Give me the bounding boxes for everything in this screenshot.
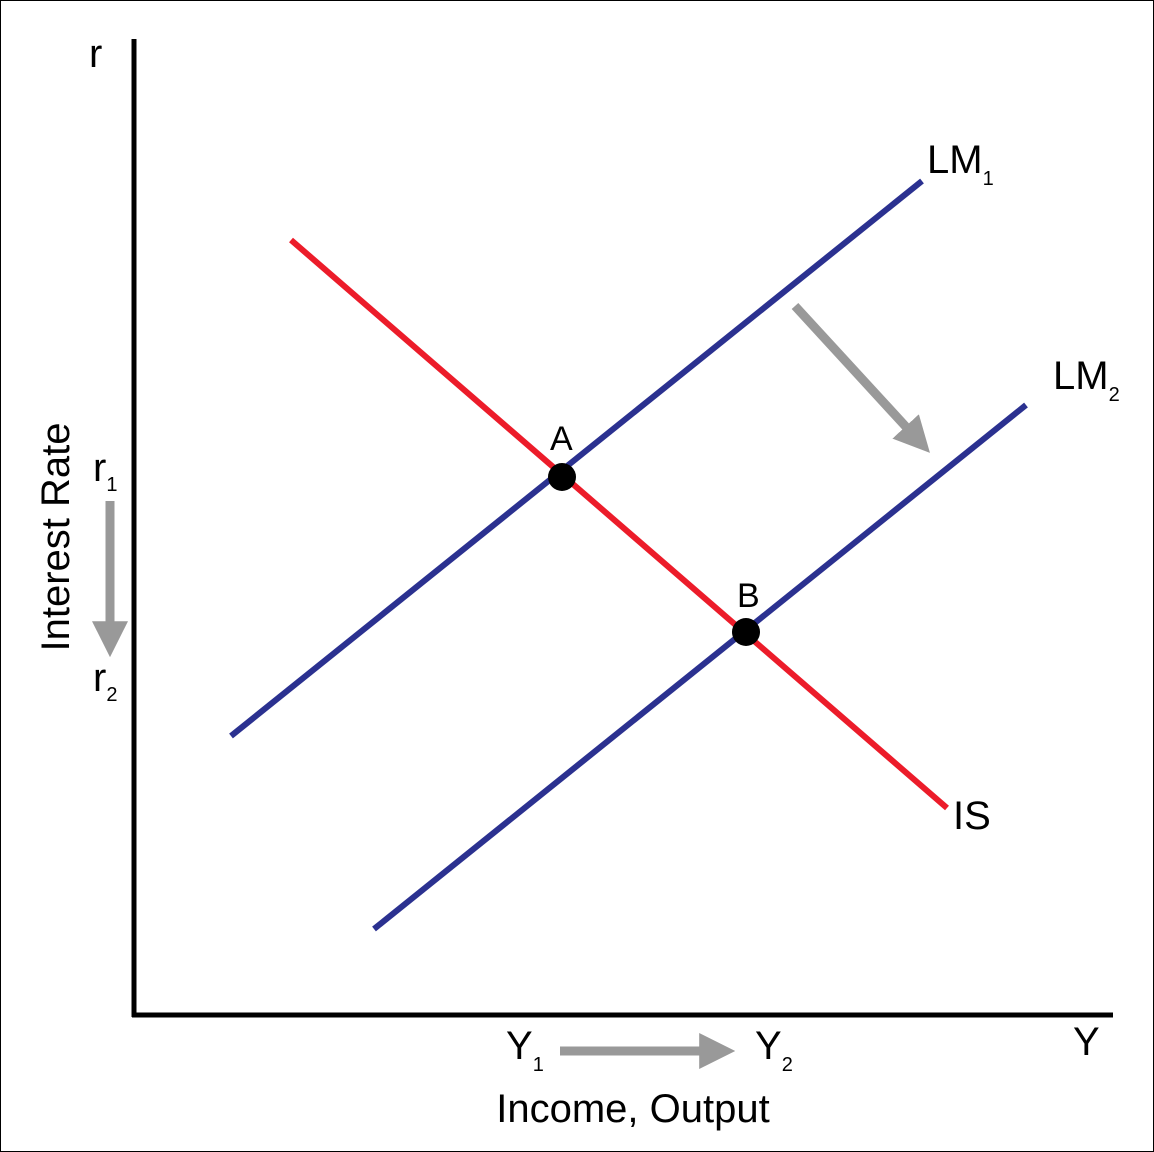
lm1-curve bbox=[229, 178, 924, 739]
y1-label: Y1 bbox=[506, 1024, 544, 1076]
lm2-label: LM2 bbox=[1053, 354, 1120, 406]
y-axis-title: Interest Rate bbox=[34, 422, 78, 651]
y-axis-symbol: r bbox=[89, 32, 102, 76]
y2-label: Y2 bbox=[755, 1024, 793, 1076]
point-a-label: A bbox=[550, 420, 573, 458]
equilibrium-point-b bbox=[732, 618, 760, 646]
is-curve bbox=[289, 237, 949, 811]
equilibrium-point-a bbox=[548, 463, 576, 491]
r1-label: r1 bbox=[93, 446, 117, 496]
lm1-label: LM1 bbox=[927, 138, 994, 190]
lm-shift-arrow bbox=[791, 302, 930, 453]
point-b-label: B bbox=[737, 577, 760, 615]
r2-label: r2 bbox=[93, 656, 117, 706]
lm2-curve bbox=[372, 402, 1028, 932]
x-axis-title: Income, Output bbox=[496, 1087, 769, 1131]
is-label: IS bbox=[953, 794, 991, 838]
x-axis-symbol: Y bbox=[1073, 1020, 1100, 1064]
